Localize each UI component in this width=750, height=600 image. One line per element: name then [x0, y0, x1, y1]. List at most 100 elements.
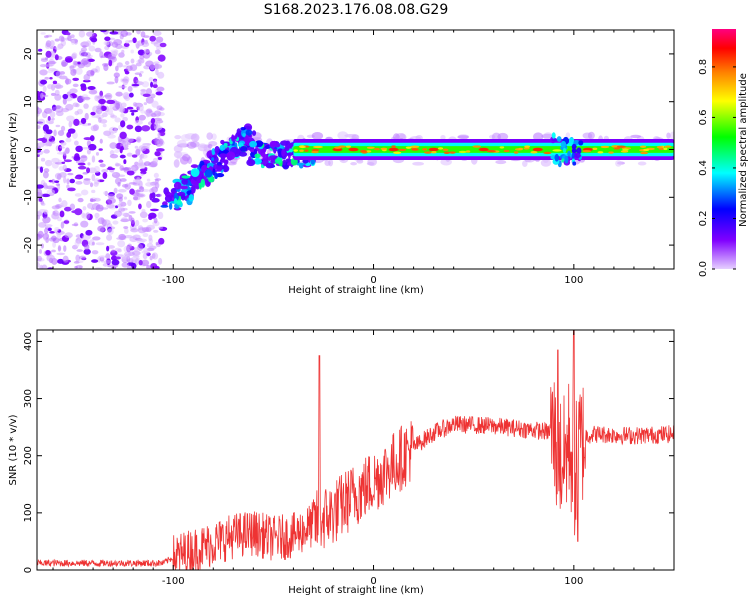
- noise-blob: [52, 80, 58, 85]
- noise-blob: [135, 62, 142, 67]
- trace-blob: [567, 150, 571, 157]
- noise-blob: [153, 79, 158, 86]
- halo-blob: [565, 132, 571, 139]
- trace-blob: [181, 178, 188, 185]
- noise-blob: [114, 177, 122, 185]
- noise-blob: [99, 227, 105, 233]
- noise-blob: [129, 188, 135, 195]
- trace-blob: [236, 128, 241, 135]
- noise-blob: [121, 167, 130, 171]
- noise-blob: [65, 32, 71, 36]
- colorbar-tick-label: 0.8: [698, 59, 709, 75]
- noise-blob: [109, 31, 119, 35]
- trace-blob: [253, 158, 262, 165]
- noise-blob: [122, 207, 128, 211]
- halo-blob: [176, 155, 181, 160]
- figure-title: S168.2023.176.08.08.G29: [264, 2, 449, 18]
- tone-peak: [543, 151, 552, 155]
- halo-blob: [328, 158, 334, 167]
- noise-blob: [102, 123, 107, 128]
- noise-blob: [39, 166, 44, 173]
- noise-blob: [114, 210, 123, 217]
- halo-blob: [497, 132, 509, 141]
- noise-blob: [72, 83, 79, 88]
- noise-blob: [74, 193, 82, 197]
- noise-blob: [39, 63, 47, 68]
- noise-blob: [44, 224, 53, 228]
- tone-peak: [663, 147, 668, 151]
- noise-blob: [97, 217, 105, 225]
- noise-blob: [42, 182, 48, 188]
- noise-blob: [98, 148, 103, 151]
- colorbar-ticks: 0.0 0.2 0.4 0.6 0.8: [698, 59, 736, 277]
- noise-blob: [120, 113, 125, 118]
- noise-blob: [116, 237, 125, 240]
- noise-blob: [89, 135, 95, 142]
- spectrogram-xtick-label: 100: [564, 275, 583, 286]
- noise-blob: [37, 192, 44, 197]
- halo-blob: [615, 160, 622, 167]
- noise-blob: [126, 65, 133, 72]
- trace-blob: [242, 133, 246, 137]
- noise-blob: [99, 138, 103, 144]
- noise-blob: [123, 196, 128, 200]
- tone-peak: [311, 148, 320, 152]
- noise-blob: [41, 193, 51, 198]
- noise-blob: [87, 162, 91, 166]
- tone-peak: [616, 145, 626, 148]
- noise-blob: [157, 54, 166, 62]
- trace-blob: [181, 175, 190, 179]
- noise-blob: [45, 249, 51, 256]
- tone-peak: [393, 151, 402, 154]
- noise-blob: [85, 212, 91, 220]
- tone-peak: [552, 149, 562, 152]
- noise-blob: [40, 79, 48, 85]
- noise-blob: [158, 237, 165, 245]
- spectrogram-xtick-label: -100: [162, 275, 185, 286]
- noise-blob: [128, 92, 134, 98]
- noise-blob: [60, 221, 65, 229]
- noise-blob: [55, 70, 63, 78]
- noise-blob: [156, 193, 162, 198]
- noise-blob: [117, 188, 127, 193]
- noise-blob: [75, 254, 81, 262]
- noise-blob: [88, 45, 96, 52]
- noise-blob: [141, 208, 146, 213]
- noise-blob: [57, 244, 62, 252]
- snr-ytick-label: 0: [23, 567, 34, 573]
- noise-blob: [103, 260, 113, 264]
- noise-blob: [37, 125, 41, 130]
- noise-blob: [134, 258, 140, 266]
- trace-blob: [286, 158, 292, 164]
- trace-blob: [239, 145, 248, 152]
- noise-blob: [122, 183, 129, 188]
- noise-blob: [71, 39, 76, 45]
- noise-blob: [61, 107, 70, 113]
- noise-blob: [105, 253, 111, 260]
- noise-blob: [124, 93, 131, 102]
- noise-blob: [97, 95, 105, 100]
- noise-blob: [83, 137, 92, 141]
- noise-blob: [110, 50, 118, 57]
- noise-blob: [77, 61, 81, 65]
- noise-blob: [74, 176, 81, 180]
- trace-blob: [180, 194, 186, 201]
- noise-blob: [69, 65, 75, 72]
- noise-blob: [103, 94, 112, 98]
- noise-blob: [106, 56, 116, 60]
- noise-blob: [129, 109, 139, 113]
- noise-blob: [101, 169, 108, 173]
- noise-blob: [155, 91, 163, 96]
- noise-blob: [47, 227, 52, 232]
- trace-blob: [560, 140, 567, 148]
- noise-blob: [54, 180, 60, 184]
- noise-blob: [131, 154, 138, 158]
- noise-blob: [45, 50, 52, 58]
- spectrogram-marks: [37, 30, 674, 269]
- halo-blob: [412, 161, 425, 166]
- tone-peak: [513, 151, 519, 154]
- halo-blob: [179, 155, 189, 165]
- spectrogram-ytick-label: 10: [23, 95, 34, 108]
- tone-peak: [366, 146, 375, 149]
